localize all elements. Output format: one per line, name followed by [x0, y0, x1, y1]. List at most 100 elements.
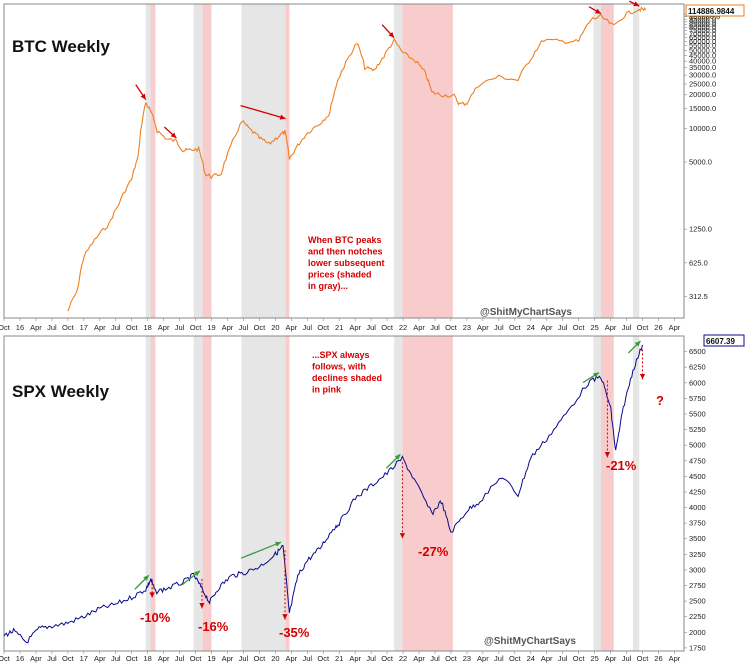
gray-band-bottom-2	[241, 336, 286, 651]
spx-x-tick-label: 18	[143, 654, 151, 663]
btc-annotation: When BTC peaks and then notches lower subs…	[308, 235, 385, 291]
btc-x-tick-label: 16	[16, 323, 24, 332]
btc-x-tick-label: Jul	[622, 323, 632, 332]
btc-x-tick-label: 21	[335, 323, 343, 332]
spx-peak-arrow-1-head	[194, 570, 200, 577]
spx-x-tick-label: Apr	[94, 654, 106, 663]
btc-x-tick-label: 19	[207, 323, 215, 332]
gray-band-bottom-0	[145, 336, 156, 651]
x-axis-ticks: Oct Oct 16 16 Apr Apr Jul Jul Oct Oct 17 17 Apr Apr Ju…	[0, 318, 681, 663]
btc-x-tick-label: Apr	[30, 323, 42, 332]
btc-x-tick-label: 25	[590, 323, 598, 332]
spx-y-tick-label: 2000	[689, 628, 706, 637]
btc-x-tick-label: Jul	[366, 323, 376, 332]
btc-x-tick-label: Apr	[669, 323, 681, 332]
btc-x-tick-label: Apr	[349, 323, 361, 332]
btc-y-tick-label: 625.0	[689, 258, 708, 267]
spx-y-tick-label: 5500	[689, 409, 706, 418]
spx-x-tick-label: Oct	[190, 654, 203, 663]
btc-x-tick-label: Jul	[302, 323, 312, 332]
btc-x-tick-label: Apr	[541, 323, 553, 332]
drawdown-label-2022: -27%	[418, 544, 449, 559]
btc-y-tick-label: 1250.0	[689, 225, 712, 234]
spx-drawdown-arrow-3-head	[399, 533, 406, 539]
btc-panel-frame	[3, 3, 685, 319]
spx-last-value-box	[703, 334, 745, 347]
btc-x-tick-label: Oct	[637, 323, 650, 332]
btc-x-tick-label: Apr	[94, 323, 106, 332]
gray-band-top-3	[394, 4, 403, 318]
spx-x-tick-label: Oct	[509, 654, 522, 663]
spx-x-tick-label: Oct	[254, 654, 267, 663]
annotation-line: prices (shaded	[308, 270, 372, 280]
spx-x-tick-label: Jul	[239, 654, 249, 663]
spx-y-tick-label: 5000	[689, 441, 706, 450]
question-mark-label: ?	[656, 393, 664, 408]
btc-y-tick-label: 60000.0	[689, 37, 716, 46]
gray-band-bottom-3	[394, 336, 403, 651]
spx-x-tick-label: Oct	[637, 654, 650, 663]
spx-y-tick-label: 2750	[689, 581, 706, 590]
pink-band-top-4	[600, 4, 614, 318]
spx-y-tick-label: 3750	[689, 519, 706, 528]
gray-band-bottom-1	[193, 336, 203, 651]
pink-band-bottom-2	[285, 336, 290, 651]
btc-y-tick-label: 95000.0	[689, 15, 716, 24]
btc-x-tick-label: Apr	[158, 323, 170, 332]
btc-peak-arrow-2-head	[279, 114, 286, 120]
spx-x-tick-label: Apr	[222, 654, 234, 663]
spx-x-tick-label: Oct	[317, 654, 330, 663]
btc-x-tick-label: Oct	[126, 323, 139, 332]
pink-band-bottom-0	[150, 336, 156, 651]
btc-peak-arrow-0-head	[140, 93, 146, 100]
btc-x-tick-label: 18	[143, 323, 151, 332]
spx-x-tick-label: Jul	[430, 654, 440, 663]
btc-x-tick-label: Jul	[111, 323, 121, 332]
btc-x-tick-label: Oct	[381, 323, 394, 332]
spx-peak-arrow-2-head	[275, 541, 282, 547]
drawdown-label-2018a: -10%	[140, 610, 171, 625]
btc-x-tick-label: Apr	[477, 323, 489, 332]
spx-x-tick-label: Jul	[175, 654, 185, 663]
drawdown-label-2018b: -16%	[198, 619, 229, 634]
spx-x-tick-label: 25	[590, 654, 598, 663]
btc-x-tick-label: Oct	[190, 323, 203, 332]
spx-peak-arrow-5-head	[634, 340, 641, 347]
spx-x-tick-label: Apr	[158, 654, 170, 663]
arrows	[134, 0, 646, 620]
watermark-top: @ShitMyChartSays	[480, 307, 572, 318]
spx-x-tick-label: 19	[207, 654, 215, 663]
spx-drawdown-arrow-4-head	[604, 451, 610, 458]
spx-y-tick-label: 4000	[689, 503, 706, 512]
spx-series-line	[3, 344, 643, 644]
series-lines	[3, 6, 647, 644]
btc-x-tick-label: 26	[654, 323, 662, 332]
btc-y-tick-label: 50000.0	[689, 46, 716, 55]
btc-x-tick-label: Jul	[47, 323, 57, 332]
spx-x-tick-label: 26	[654, 654, 662, 663]
btc-y-tick-label: 70000.0	[689, 30, 716, 39]
spx-y-tick-label: 6250	[689, 363, 706, 372]
spx-x-tick-label: Apr	[669, 654, 681, 663]
spx-x-tick-label: Apr	[477, 654, 489, 663]
pink-band-top-1	[202, 4, 212, 318]
pink-band-bottom-3	[402, 336, 453, 651]
btc-peak-arrow-4-head	[595, 8, 601, 14]
btc-x-tick-label: Jul	[175, 323, 185, 332]
gray-band-bottom-5	[632, 336, 640, 651]
btc-x-tick-label: Oct	[317, 323, 330, 332]
spx-y-tick-label: 3250	[689, 550, 706, 559]
spx-y-tick-label: 4250	[689, 487, 706, 496]
spx-x-tick-label: Oct	[445, 654, 458, 663]
btc-y-tick-label: 45000.0	[689, 51, 716, 60]
spx-x-tick-label: 21	[335, 654, 343, 663]
btc-x-tick-label: Jul	[558, 323, 568, 332]
btc-x-tick-label: Apr	[605, 323, 617, 332]
spx-x-tick-label: 24	[527, 654, 535, 663]
spx-y-tick-label: 5750	[689, 394, 706, 403]
spx-x-tick-label: Jul	[366, 654, 376, 663]
btc-y-tick-label: 40000.0	[689, 57, 716, 66]
btc-y-tick-label: 5000.0	[689, 157, 712, 166]
